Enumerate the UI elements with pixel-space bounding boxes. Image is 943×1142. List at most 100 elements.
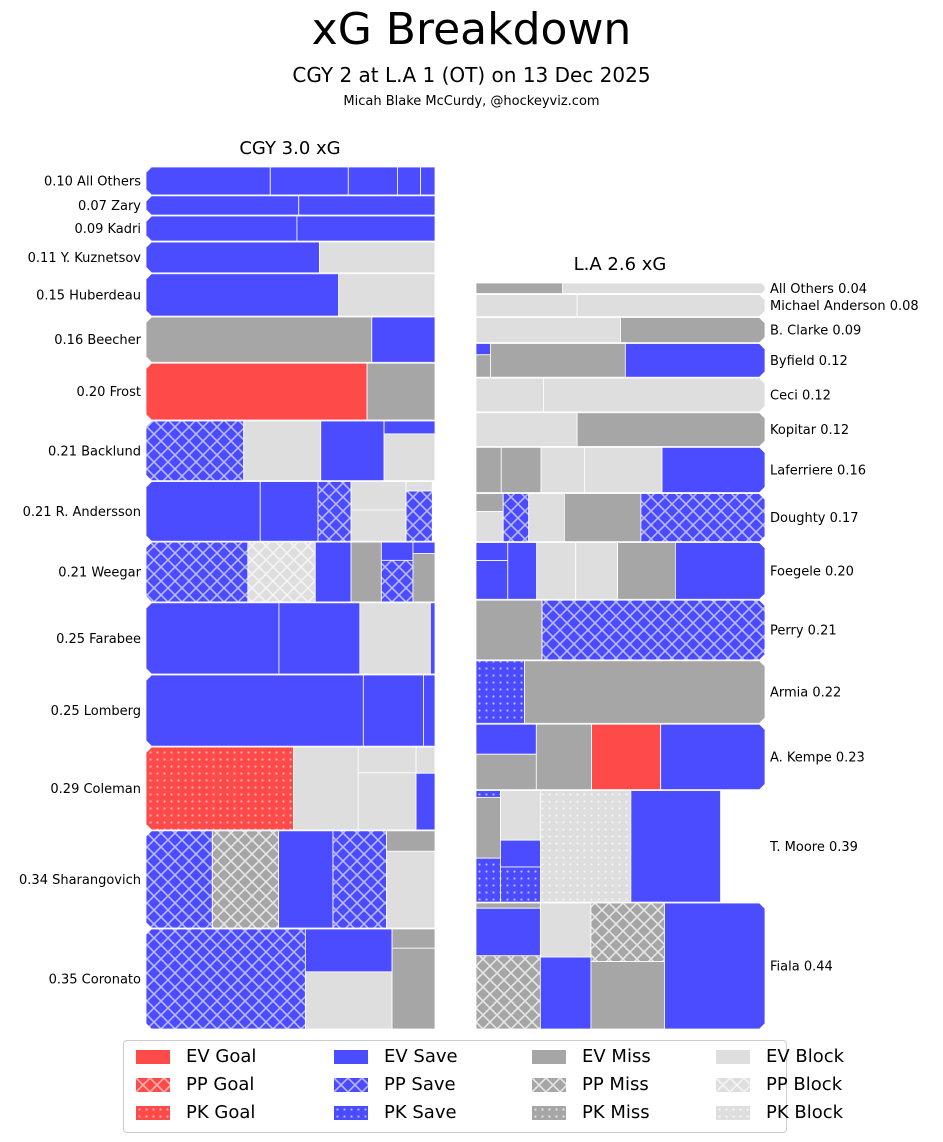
shot-cell-ev-miss: [564, 493, 642, 542]
shot-cell-ev-save: [278, 830, 334, 928]
shot-cell-pk-block: [540, 790, 632, 903]
shot-cell-ev-save: [423, 674, 435, 747]
shot-cell-ev-save: [146, 674, 364, 747]
player-label: Armia 0.22: [770, 686, 841, 701]
player-row: Foegele 0.20: [476, 542, 854, 600]
player-label: Fiala 0.44: [770, 960, 833, 975]
shot-cell-ev-save: [146, 602, 280, 674]
shot-cell-ev-save: [146, 216, 298, 242]
player-label: Perry 0.21: [770, 624, 837, 639]
shot-cell-ev-save: [624, 343, 765, 378]
legend-item-ev-goal: EV Goal: [136, 1046, 256, 1067]
legend-label: EV Goal: [186, 1046, 257, 1067]
shot-cell-ev-save: [371, 317, 435, 363]
legend-swatch: [136, 1077, 170, 1092]
shot-cell-ev-save: [380, 542, 414, 561]
shot-cell-pp-save: [146, 928, 306, 1029]
player-row: 0.35 Coronato: [49, 928, 435, 1029]
player-label: 0.21 R. Andersson: [23, 505, 141, 520]
legend-item-pk-goal: PK Goal: [136, 1102, 255, 1123]
shot-cell-ev-block: [476, 378, 544, 412]
shot-cell-ev-save: [320, 420, 385, 481]
shot-cell-ev-save: [278, 602, 361, 674]
player-row: All Others 0.04: [476, 282, 867, 297]
shot-cell-ev-block: [543, 378, 765, 412]
shot-cell-ev-block: [540, 447, 585, 493]
player-label: 0.16 Beecher: [54, 333, 141, 348]
shot-cell-ev-goal: [591, 724, 662, 790]
shot-cell-ev-save: [412, 542, 435, 554]
shot-cell-ev-save: [661, 447, 765, 493]
shot-cell-ev-block: [293, 747, 359, 830]
shot-cell-ev-miss: [386, 830, 435, 852]
shot-cell-ev-miss: [476, 600, 543, 660]
legend-item-pp-miss: PP Miss: [532, 1074, 649, 1095]
shot-cell-ev-save: [664, 903, 765, 1029]
shot-cell-ev-block: [476, 317, 621, 343]
shot-cell-pp-save: [332, 830, 387, 928]
legend-item-ev-save: EV Save: [334, 1046, 458, 1067]
shot-cell-ev-save: [476, 907, 541, 957]
player-row: 0.10 All Others: [44, 167, 435, 195]
legend-label: PP Save: [384, 1074, 456, 1095]
shot-cell-pk-save: [476, 857, 501, 903]
player-label: Ceci 0.12: [770, 388, 831, 403]
player-label: 0.07 Zary: [78, 199, 141, 214]
shot-cell-ev-block: [575, 542, 619, 600]
legend-item-pk-miss: PK Miss: [532, 1102, 650, 1123]
shot-cell-pp-save: [146, 830, 213, 928]
player-label: 0.21 Weegar: [58, 566, 141, 581]
player-row: Byfield 0.12: [476, 343, 848, 378]
shot-cell-ev-block: [405, 481, 433, 492]
player-row: 0.21 Backlund: [48, 420, 435, 481]
shot-cell-pp-save: [640, 493, 765, 542]
player-label: Foegele 0.20: [770, 564, 854, 579]
chart-credit: Micah Blake McCurdy, @hockeyviz.com: [343, 94, 600, 109]
shot-cell-ev-block: [583, 447, 663, 493]
player-label: Byfield 0.12: [770, 354, 848, 369]
player-label: 0.09 Kadri: [74, 222, 141, 237]
shot-cell-ev-save: [298, 195, 435, 216]
shot-cell-ev-save: [146, 242, 320, 273]
legend-label: PK Miss: [582, 1102, 650, 1123]
legend-swatch: [334, 1105, 368, 1120]
shot-cell-ev-miss: [476, 354, 491, 378]
legend: EV Goal PP Goal PK Goal EV Save PP Save PK Sa…: [123, 1040, 844, 1133]
shot-cell-ev-miss: [490, 343, 626, 378]
legend-item-pp-block: PP Block: [716, 1074, 842, 1095]
team-panel-la: L.A 2.6 xG All Others 0.04 Michael Anderso…: [476, 254, 919, 1029]
player-row: Laferriere 0.16: [476, 447, 866, 493]
player-row: 0.07 Zary: [78, 195, 435, 216]
legend-swatch: [136, 1049, 170, 1064]
shot-cell-ev-save: [296, 216, 435, 242]
shot-cell-ev-block: [243, 420, 322, 481]
shot-cell-ev-miss: [476, 493, 504, 512]
player-label: 0.29 Coleman: [50, 782, 141, 797]
shot-cell-ev-save: [476, 542, 509, 562]
player-label: 0.20 Frost: [77, 385, 142, 400]
team-title: L.A 2.6 xG: [574, 254, 667, 275]
shot-cell-ev-save: [476, 560, 509, 600]
legend-swatch: [334, 1077, 368, 1092]
legend-item-pk-block: PK Block: [716, 1102, 843, 1123]
shot-cell-ev-miss: [391, 928, 435, 949]
shot-cell-ev-block: [350, 509, 407, 542]
player-label: Michael Anderson 0.08: [770, 299, 919, 314]
shot-cell-ev-miss: [476, 796, 501, 859]
legend-label: PK Save: [384, 1102, 457, 1123]
shot-cell-ev-save: [420, 167, 435, 195]
team-panel-cgy: CGY 3.0 xG 0.10 All Others 0.07 Zary 0.09 K…: [19, 138, 435, 1029]
shot-cell-ev-save: [362, 674, 424, 747]
shot-cell-ev-save: [415, 772, 435, 830]
shot-cell-ev-block: [476, 511, 504, 542]
shot-cell-pp-save: [502, 493, 530, 542]
shot-cell-ev-save: [314, 542, 352, 602]
shot-cell-ev-goal: [146, 363, 368, 420]
player-label: T. Moore 0.39: [769, 840, 858, 855]
shot-cell-ev-miss: [500, 447, 542, 493]
shot-cell-pp-block: [247, 542, 316, 602]
player-row: Armia 0.22: [476, 660, 841, 724]
player-row: 0.21 Weegar: [58, 542, 435, 602]
legend-swatch: [716, 1105, 750, 1120]
chart-subtitle: CGY 2 at L.A 1 (OT) on 13 Dec 2025: [292, 63, 651, 87]
